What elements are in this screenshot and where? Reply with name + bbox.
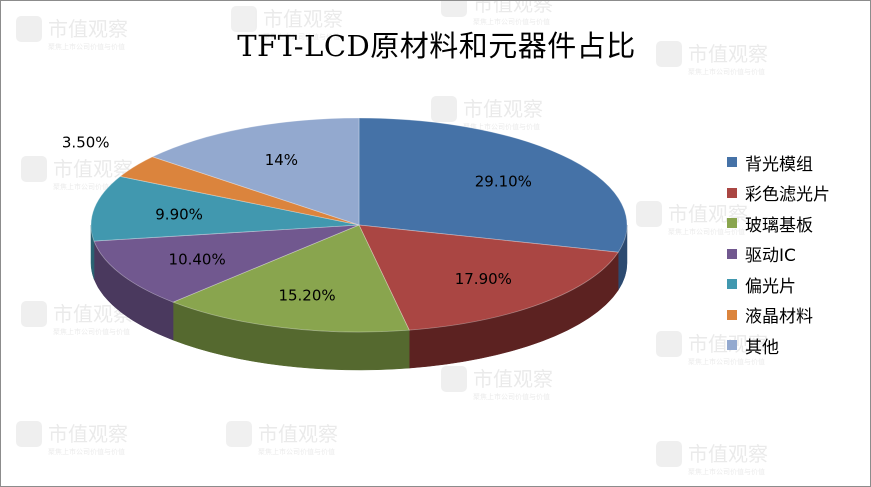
- slice-labels: 29.10% 17.90% 15.20% 10.40% 9.90% 3.50% 14%: [62, 133, 532, 304]
- svg-text:市值观察: 市值观察: [48, 422, 128, 446]
- legend-swatch: [727, 218, 737, 229]
- legend-item: 驱动IC: [727, 239, 830, 270]
- svg-text:市值观察: 市值观察: [258, 422, 338, 446]
- legend-item: 液晶材料: [727, 300, 830, 331]
- legend: 背光模组彩色滤光片玻璃基板驱动IC 偏光片液晶材料其他: [727, 147, 830, 361]
- legend-item: 其他: [727, 330, 830, 361]
- pie-slice: [90, 175, 360, 242]
- legend-label: 背光模组: [745, 154, 813, 175]
- legend-label: 驱动IC: [745, 246, 796, 267]
- svg-text:市值观察: 市值观察: [688, 42, 768, 66]
- svg-text:市值观察: 市值观察: [688, 442, 768, 466]
- svg-text:聚焦上市公司价值与价值: 聚焦上市公司价值与价值: [53, 327, 130, 336]
- svg-text:市值观察: 市值观察: [48, 17, 128, 41]
- svg-text:聚焦上市公司价值与价值: 聚焦上市公司价值与价值: [258, 447, 335, 456]
- pie-slice: [93, 224, 360, 303]
- svg-text:聚焦上市公司价值与价值: 聚焦上市公司价值与价值: [688, 67, 765, 76]
- pie-slice: [172, 224, 410, 333]
- slice-label: 29.10%: [475, 173, 532, 191]
- svg-text:聚焦上市公司价值与价值: 聚焦上市公司价值与价值: [688, 467, 765, 476]
- legend-item: 偏光片: [727, 269, 830, 300]
- svg-text:聚焦上市公司价值与价值: 聚焦上市公司价值与价值: [473, 17, 550, 26]
- svg-text:聚焦上市公司价值与价值: 聚焦上市公司价值与价值: [668, 227, 745, 236]
- legend-label: 彩色滤光片: [745, 185, 830, 206]
- slice-label: 17.90%: [455, 270, 512, 288]
- svg-text:聚焦上市公司价值与价值: 聚焦上市公司价值与价值: [48, 42, 125, 51]
- legend-swatch: [727, 309, 737, 320]
- legend-swatch: [727, 248, 737, 259]
- svg-text:聚焦上市公司价值与价值: 聚焦上市公司价值与价值: [48, 447, 125, 456]
- legend-swatch: [727, 340, 737, 351]
- pie-slice: [358, 224, 619, 331]
- slice-label: 3.50%: [62, 133, 110, 151]
- slice-label: 15.20%: [278, 287, 335, 305]
- pie-slice: [151, 117, 360, 226]
- svg-text:聚焦上市公司价值与价值: 聚焦上市公司价值与价值: [263, 32, 340, 41]
- legend-swatch: [727, 187, 737, 198]
- legend-label: 液晶材料: [745, 307, 813, 328]
- legend-swatch: [727, 157, 737, 168]
- svg-text:市值观察: 市值观察: [473, 367, 553, 391]
- svg-text:聚焦上市公司价值与价值: 聚焦上市公司价值与价值: [463, 122, 540, 131]
- legend-swatch: [727, 279, 737, 290]
- legend-label: 玻璃基板: [745, 215, 813, 236]
- legend-item: 玻璃基板: [727, 208, 830, 239]
- svg-text:聚焦上市公司价值与价值: 聚焦上市公司价值与价值: [53, 182, 130, 191]
- svg-text:市值观察: 市值观察: [463, 97, 543, 121]
- legend-label: 其他: [745, 337, 779, 358]
- svg-text:聚焦上市公司价值与价值: 聚焦上市公司价值与价值: [473, 392, 550, 401]
- legend-label: 偏光片: [745, 276, 796, 297]
- svg-text:聚焦上市公司价值与价值: 聚焦上市公司价值与价值: [688, 357, 765, 366]
- legend-item: 彩色滤光片: [727, 178, 830, 209]
- svg-text:市值观察: 市值观察: [473, 1, 553, 16]
- pie-slice: [358, 117, 628, 253]
- pie-slices: [90, 117, 628, 333]
- chart-title: TFT-LCD原材料和元器件占比: [237, 29, 636, 63]
- slice-label: 14%: [265, 151, 298, 169]
- slice-label: 9.90%: [155, 205, 203, 223]
- legend-item: 背光模组: [727, 147, 830, 178]
- slice-label: 10.40%: [169, 250, 226, 268]
- pie-slice: [119, 156, 360, 226]
- svg-text:市值观察: 市值观察: [263, 7, 343, 31]
